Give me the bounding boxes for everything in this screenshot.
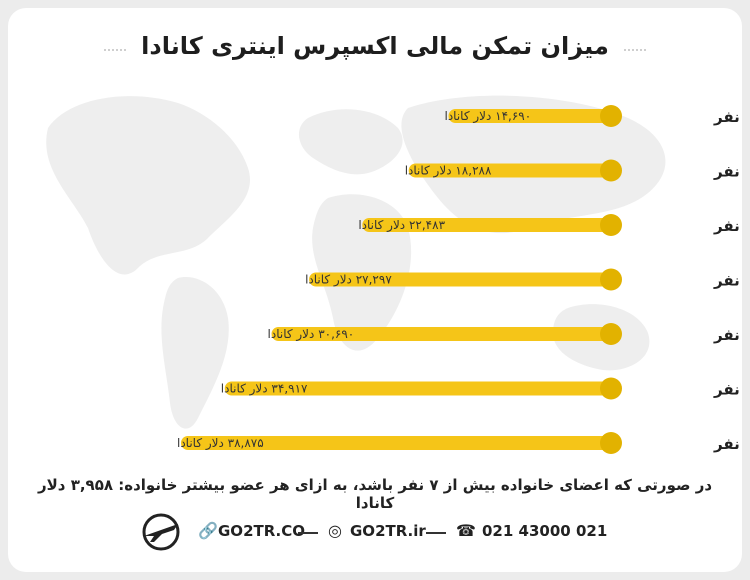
phone-number[interactable]: 021 43000 021 [482, 522, 608, 540]
bar-1 [448, 109, 611, 123]
bar-end-knob-4 [600, 268, 622, 291]
bar-5 [271, 327, 611, 341]
category-label-6: شش نفر [713, 381, 742, 399]
value-label-5: ۳۰,۶۹۰ دلار کانادا [268, 327, 355, 342]
title-bar: میزان تمکن مالی اکسپرس اینتری کانادا [8, 30, 742, 70]
website-link[interactable]: GO2TR.CO [218, 522, 306, 540]
infographic-card: میزان تمکن مالی اکسپرس اینتری کانادا یک … [8, 8, 742, 572]
bar-end-knob-5 [600, 323, 622, 345]
category-label-5: پنج نفر [713, 326, 742, 345]
plane-logo-icon [142, 513, 180, 551]
bar-end-knob-7 [600, 432, 622, 454]
value-label-3: ۲۲,۴۸۳ دلار کانادا [358, 218, 445, 233]
bar-end-knob-1 [600, 105, 622, 127]
extra-member-note: در صورتی که اعضای خانواده بیش از ۷ نفر ب… [37, 476, 713, 512]
category-label-1: یک نفر [713, 108, 742, 126]
category-label-4: چهار نفر [713, 272, 742, 291]
bar-3 [362, 218, 611, 232]
category-label-2: دو نفر [713, 163, 742, 181]
bar-end-knob-2 [600, 159, 622, 182]
category-label-3: سه نفر [713, 217, 742, 235]
value-label-7: ۳۸,۸۷۵ دلار کانادا [177, 436, 264, 451]
separator [426, 532, 446, 534]
bar-7 [181, 436, 611, 450]
separator [298, 532, 318, 534]
bar-chart: یک نفر ۱۴,۶۹۰ دلار کانادا دو نفر ۱۸,۲۸۸ دلا… [177, 105, 742, 454]
footer: 🔗 GO2TR.CO ◎ GO2TR.ir ☎ 021 43000 021 [8, 512, 742, 552]
bar-2 [408, 163, 611, 178]
bar-end-knob-6 [600, 377, 622, 400]
instagram-icon: ◎ [328, 521, 342, 540]
instagram-link[interactable]: GO2TR.ir [350, 522, 426, 540]
value-label-4: ۲۷,۲۹۷ دلار کانادا [305, 273, 392, 288]
value-label-1: ۱۴,۶۹۰ دلار کانادا [445, 109, 532, 124]
chart-title: میزان تمکن مالی اکسپرس اینتری کانادا [8, 32, 742, 60]
value-label-6: ۳۴,۹۱۷ دلار کانادا [221, 382, 308, 397]
link-icon: 🔗 [198, 521, 218, 540]
phone-icon: ☎ [456, 521, 476, 540]
bar-6 [224, 381, 612, 396]
value-label-2: ۱۸,۲۸۸ دلار کانادا [405, 164, 492, 179]
bar-4 [309, 272, 611, 287]
category-label-7: هفت نفر [713, 435, 742, 453]
bar-end-knob-3 [600, 214, 622, 236]
